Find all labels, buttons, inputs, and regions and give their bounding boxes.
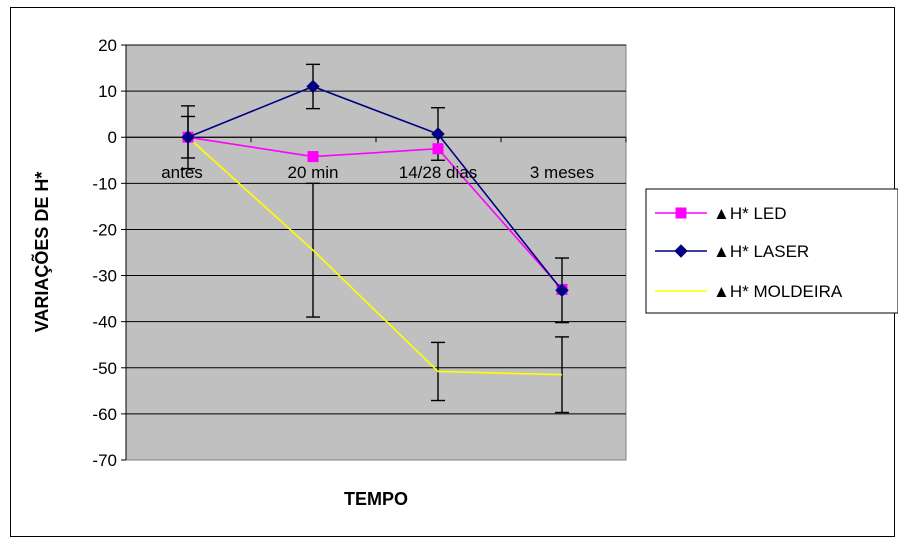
data-point [306,79,320,94]
y-tick-label: -70 [92,451,117,470]
data-point [555,283,569,298]
data-point [431,127,445,141]
legend-label: ▲H* LASER [713,242,809,261]
series-line [187,85,563,291]
y-axis-title: VARIAÇÕES DE H* [31,172,52,333]
series-lines [181,79,569,376]
legend-items: ▲H* LED ▲H* LASER ▲H* MOLDEIRA [655,204,843,301]
legend-label: ▲H* LED [713,204,787,223]
y-tick-label: 10 [98,82,117,101]
y-tick-label: -60 [92,405,117,424]
x-tick-label: 3 meses [530,163,594,182]
legend: ▲H* LED ▲H* LASER ▲H* MOLDEIRA [645,188,898,314]
data-point [307,151,319,163]
x-axis-title: TEMPO [344,489,408,509]
y-tick-labels: 20 10 0 -10 -20 -30 -40 -50 -60 -70 [92,36,117,470]
x-tick-label: 20 min [287,163,338,182]
y-tick-label: -10 [92,174,117,193]
y-tick-label: -30 [92,267,117,286]
plot-area [125,44,627,461]
legend-marker [675,207,687,219]
y-tick-label: -40 [92,313,117,332]
legend-label: ▲H* MOLDEIRA [713,282,843,301]
y-tick-label: -50 [92,359,117,378]
y-tick-label: 0 [108,128,117,147]
series-line [187,136,563,290]
gridlines [121,44,627,461]
data-point [181,130,195,144]
y-tick-label: 20 [98,36,117,55]
x-tick-label: antes [161,163,203,182]
y-tick-label: -20 [92,220,117,239]
x-tick-label: 14/28 dias [399,163,477,182]
data-point [432,143,444,155]
x-tick-labels: antes 20 min 14/28 dias 3 meses [161,163,594,182]
legend-marker [674,244,688,258]
series-line [187,136,563,376]
